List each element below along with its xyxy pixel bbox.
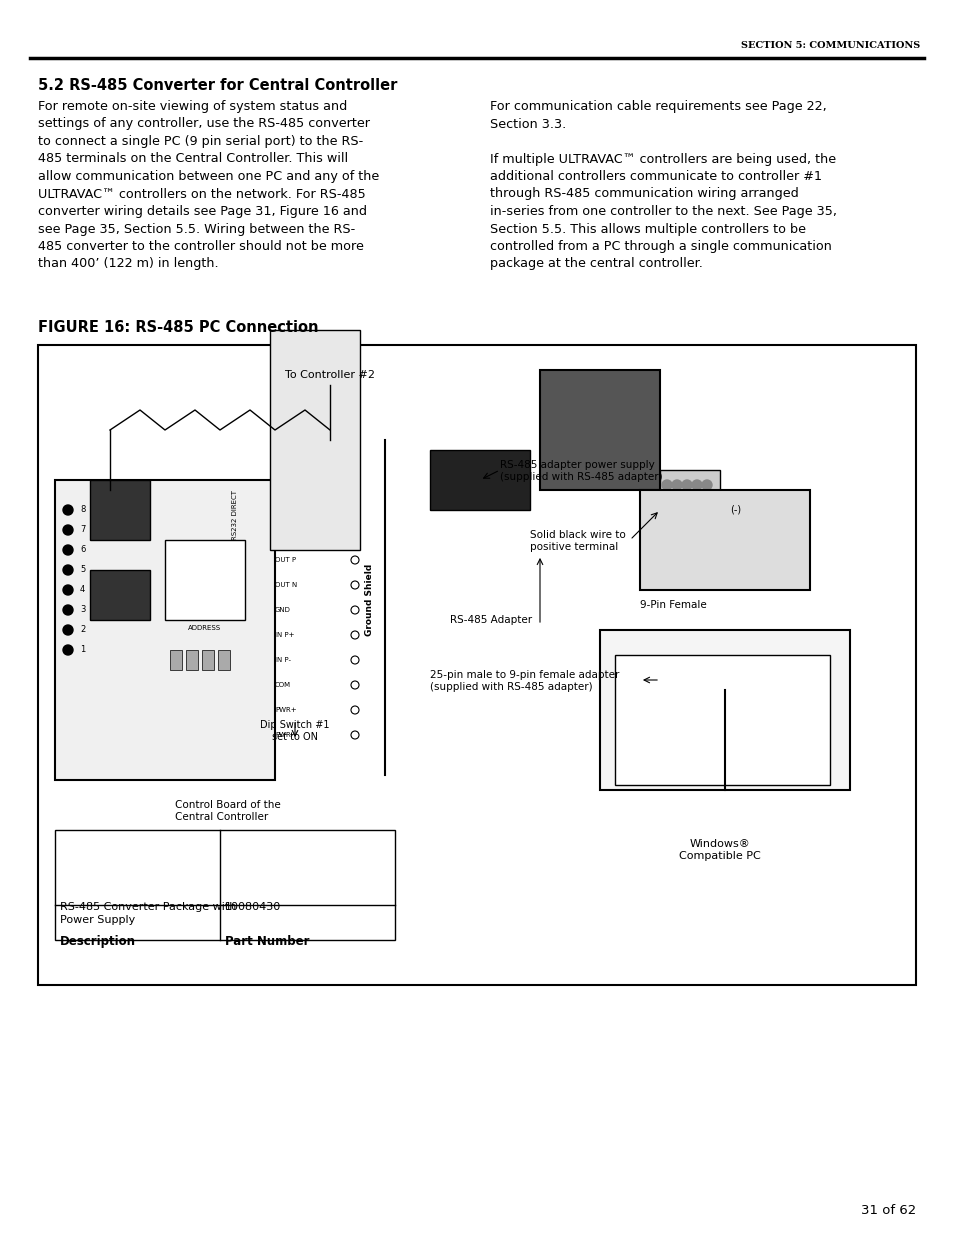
Text: Control Board of the
Central Controller: Control Board of the Central Controller — [174, 800, 280, 821]
Text: 5.2 RS-485 Converter for Central Controller: 5.2 RS-485 Converter for Central Control… — [38, 78, 397, 93]
Circle shape — [681, 480, 691, 490]
Bar — [186, 650, 198, 671]
Bar — [218, 650, 230, 671]
Bar — [202, 650, 213, 671]
Text: 10080430: 10080430 — [225, 902, 281, 911]
Text: Windows®
Compatible PC: Windows® Compatible PC — [679, 840, 760, 861]
Text: FIGURE 16: RS-485 PC Connection: FIGURE 16: RS-485 PC Connection — [38, 320, 318, 335]
Bar — [539, 370, 659, 490]
Text: IN P-: IN P- — [274, 657, 291, 663]
Text: Solid black wire to
positive terminal: Solid black wire to positive terminal — [530, 530, 625, 552]
Text: For remote on-site viewing of system status and
settings of any controller, use : For remote on-site viewing of system sta… — [38, 100, 379, 270]
Circle shape — [701, 480, 711, 490]
Text: For communication cable requirements see Page 22,
Section 3.3.

If multiple ULTR: For communication cable requirements see… — [490, 100, 836, 270]
Circle shape — [63, 545, 73, 555]
Bar — [38, 345, 915, 986]
Circle shape — [63, 605, 73, 615]
Bar — [639, 490, 809, 590]
Text: ADDRESS: ADDRESS — [189, 625, 221, 631]
Bar — [270, 330, 359, 550]
Bar — [55, 480, 274, 781]
Circle shape — [691, 480, 701, 490]
Text: 3: 3 — [80, 605, 85, 615]
Text: To Controller #2: To Controller #2 — [285, 370, 375, 380]
Bar — [165, 540, 245, 620]
Circle shape — [63, 585, 73, 595]
Bar — [90, 571, 150, 620]
Text: IN P+: IN P+ — [274, 632, 294, 638]
Circle shape — [63, 505, 73, 515]
Text: 5: 5 — [80, 566, 85, 574]
Text: RS-485 adapter power supply
(supplied with RS-485 adapter): RS-485 adapter power supply (supplied wi… — [499, 459, 662, 482]
Text: RS-485 Adapter: RS-485 Adapter — [450, 615, 532, 625]
Text: PWR+: PWR+ — [274, 706, 296, 713]
Text: OUT N: OUT N — [274, 582, 297, 588]
Text: SECTION 5: COMMUNICATIONS: SECTION 5: COMMUNICATIONS — [740, 41, 919, 49]
Text: OUT P: OUT P — [274, 557, 295, 563]
Bar — [615, 655, 829, 785]
Text: (-): (-) — [729, 505, 740, 515]
Text: RS232 DIRECT: RS232 DIRECT — [232, 490, 237, 540]
Text: Ground Shield: Ground Shield — [365, 564, 375, 636]
Circle shape — [63, 564, 73, 576]
Text: PWR-: PWR- — [274, 732, 293, 739]
Bar — [659, 471, 720, 500]
Bar — [430, 450, 530, 510]
Circle shape — [661, 480, 671, 490]
Text: 25-pin male to 9-pin female adapter
(supplied with RS-485 adapter): 25-pin male to 9-pin female adapter (sup… — [430, 671, 618, 692]
Circle shape — [63, 625, 73, 635]
Bar — [170, 650, 182, 671]
Text: 8: 8 — [80, 505, 85, 515]
Text: Dip Switch #1
set to ON: Dip Switch #1 set to ON — [260, 720, 330, 741]
Bar — [599, 630, 849, 790]
Text: GND: GND — [274, 606, 291, 613]
Text: 4: 4 — [80, 585, 85, 594]
Text: RS-485 Converter Package with
Power Supply: RS-485 Converter Package with Power Supp… — [60, 902, 236, 925]
Text: 6: 6 — [80, 546, 85, 555]
Circle shape — [63, 525, 73, 535]
Text: 1: 1 — [80, 646, 85, 655]
Circle shape — [671, 480, 681, 490]
Text: 2: 2 — [80, 625, 85, 635]
Text: Part Number: Part Number — [225, 935, 309, 948]
Text: 31 of 62: 31 of 62 — [860, 1203, 915, 1216]
Bar — [55, 830, 395, 940]
Text: Description: Description — [60, 935, 136, 948]
Text: 7: 7 — [80, 526, 85, 535]
Text: COM: COM — [274, 682, 291, 688]
Circle shape — [63, 645, 73, 655]
Text: 9-Pin Female: 9-Pin Female — [639, 600, 706, 610]
Bar — [90, 480, 150, 540]
